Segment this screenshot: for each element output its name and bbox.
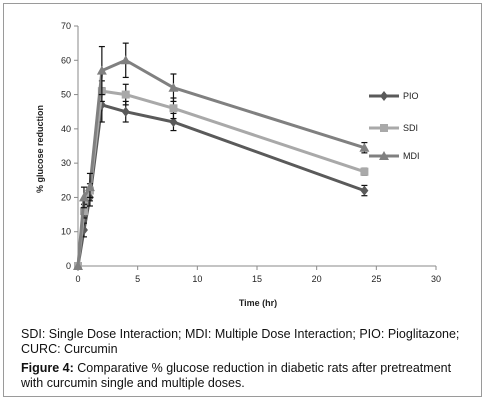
y-tick-label: 0	[66, 261, 71, 271]
legend-marker	[380, 124, 388, 132]
x-tick-label: 15	[252, 274, 262, 284]
legend-label: MDI	[403, 151, 420, 161]
chart: 0 10 20 30 40 50 60 70 0 5 10 15 20 25 30 PIO SDI MDI Ti…	[35, 21, 441, 308]
legend-marker	[379, 151, 389, 160]
data-point-mdi	[78, 192, 89, 202]
data-point-mdi	[96, 65, 107, 75]
series-line-pio	[76, 103, 365, 267]
x-tick-label: 5	[135, 274, 140, 284]
chart-ticks: 0 10 20 30 40 50 60 70 0 5 10 15 20 25 30	[61, 21, 441, 284]
x-tick-label: 20	[312, 274, 322, 284]
data-point-pio	[360, 185, 369, 196]
data-point-mdi	[168, 82, 179, 92]
x-tick-label: 0	[75, 274, 80, 284]
data-point-mdi	[120, 55, 131, 65]
x-tick-label: 30	[431, 274, 441, 284]
y-tick-label: 20	[61, 192, 71, 202]
y-tick-label: 70	[61, 21, 71, 31]
figure-frame: 0 10 20 30 40 50 60 70 0 5 10 15 20 25 30 PIO SDI MDI Ti…	[3, 3, 482, 397]
series-line-mdi	[76, 58, 365, 267]
series-pio	[74, 87, 369, 271]
y-axis-title: % glucose reduction	[35, 105, 45, 193]
data-point-sdi	[360, 167, 369, 176]
legend-label: PIO	[403, 91, 419, 101]
series-mdi	[73, 42, 370, 270]
legend-marker	[380, 91, 388, 101]
legend-label: SDI	[403, 123, 418, 133]
y-tick-label: 10	[61, 227, 71, 237]
y-tick-label: 50	[61, 90, 71, 100]
y-tick-label: 60	[61, 55, 71, 65]
data-point-mdi	[84, 182, 95, 192]
chart-legend: PIO SDI MDI	[369, 91, 420, 161]
x-tick-label: 25	[371, 274, 381, 284]
y-tick-label: 40	[61, 124, 71, 134]
data-point-pio	[169, 117, 178, 127]
x-tick-label: 10	[192, 274, 202, 284]
y-tick-label: 30	[61, 158, 71, 168]
data-point-sdi	[121, 90, 130, 99]
chart-axes	[77, 26, 436, 267]
caption-label: Figure 4:	[21, 361, 74, 375]
series-line-sdi	[76, 89, 365, 267]
data-point-mdi	[73, 261, 83, 270]
data-point-sdi	[169, 104, 178, 113]
abbreviations-note: SDI: Single Dose Interaction; MDI: Multi…	[21, 327, 460, 356]
caption-text: Comparative % glucose reduction in diabe…	[21, 361, 452, 390]
data-point-mdi	[359, 142, 370, 152]
data-point-pio	[121, 106, 130, 117]
chart-series	[73, 42, 370, 271]
figure-caption: Figure 4: Comparative % glucose reductio…	[21, 361, 476, 391]
x-axis-title: Time (hr)	[239, 298, 277, 308]
